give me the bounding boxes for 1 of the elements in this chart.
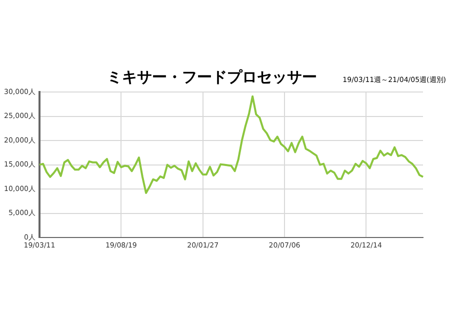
chart-title: ミキサー・フードプロセッサー [107, 68, 317, 86]
